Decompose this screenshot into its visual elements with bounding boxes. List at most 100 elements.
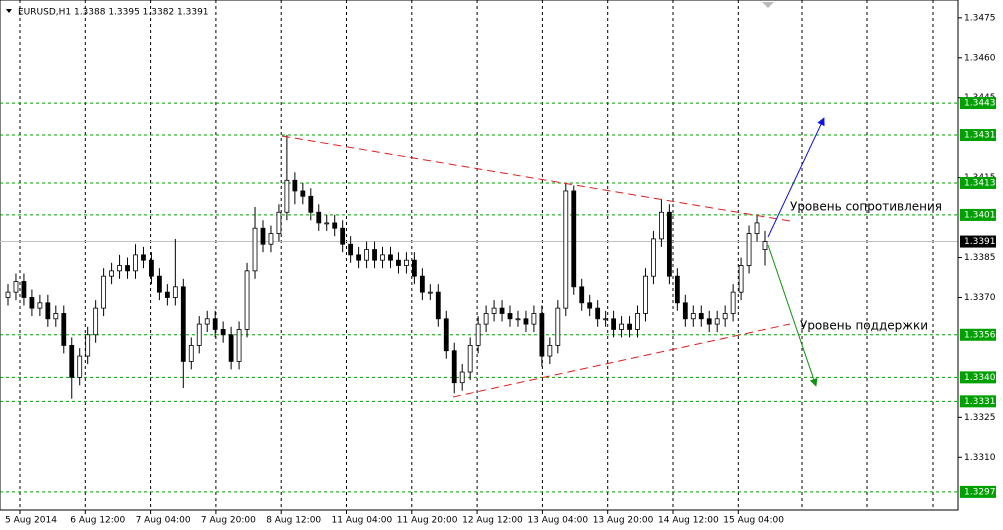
annotation: Уровень сопротивления	[790, 200, 942, 214]
candle-body	[523, 318, 529, 325]
candle-body	[714, 318, 720, 325]
shift-marker	[762, 2, 774, 8]
candle-body	[324, 222, 330, 225]
x-tick-label: 12 Aug 12:00	[462, 516, 523, 526]
y-tick-label: 1.3325	[964, 413, 996, 423]
chart-title: EURUSD,H1 1.3388 1.3395 1.3382 1.3391	[18, 8, 209, 18]
up-arrow	[767, 117, 825, 238]
candle-body	[435, 291, 441, 320]
candle-body	[539, 313, 545, 357]
candle-body	[483, 313, 489, 325]
candle-body	[746, 233, 752, 266]
y-tick-label: 1.3385	[964, 253, 996, 263]
candle-body	[308, 195, 314, 213]
candle-body	[5, 291, 11, 298]
level-label-box	[960, 129, 996, 142]
candle-body	[555, 307, 561, 346]
candle-body	[356, 254, 362, 261]
candle-body	[491, 307, 497, 314]
candle-body	[380, 254, 385, 261]
candle-body	[204, 318, 210, 325]
candle-body	[643, 275, 648, 314]
candle-body	[29, 297, 35, 309]
candle-body	[284, 179, 290, 213]
menu-icon	[6, 9, 12, 13]
candle-body	[451, 350, 457, 384]
x-tick-label: 7 Aug 20:00	[201, 516, 256, 526]
candle-body	[364, 249, 369, 261]
candle-body	[316, 211, 322, 224]
candle-body	[563, 190, 569, 309]
level-label-box	[960, 395, 996, 408]
candle-body	[125, 265, 130, 272]
candle-body	[180, 286, 186, 362]
level-label: 1.3443	[964, 99, 996, 109]
candle-body	[69, 345, 75, 378]
level-label-box	[960, 97, 996, 110]
plot-area	[0, 0, 959, 511]
candle-body	[85, 334, 91, 357]
candle-body	[13, 281, 19, 293]
candle-body	[666, 211, 672, 277]
candle-body	[404, 259, 409, 266]
candle-body	[45, 302, 51, 320]
candle-body	[188, 345, 194, 362]
level-label: 1.3401	[964, 210, 996, 220]
candle-body	[579, 286, 585, 304]
candle-body	[427, 291, 433, 294]
candle-body	[300, 190, 306, 197]
annotation: Уровень поддержки	[800, 319, 928, 333]
y-tick-label: 1.3310	[964, 453, 996, 463]
candle-body	[37, 302, 43, 309]
candle-body	[651, 238, 656, 277]
level-label-box	[960, 208, 996, 221]
level-label-box	[960, 328, 996, 341]
candle-body	[212, 318, 218, 330]
candle-body	[21, 281, 27, 298]
candle-body	[619, 323, 624, 330]
candle-body	[228, 334, 234, 362]
candle-body	[77, 355, 83, 378]
candle-body	[738, 265, 744, 293]
candle-body	[595, 307, 601, 320]
candle-body	[467, 345, 473, 373]
candle-body	[292, 179, 298, 192]
x-tick-label: 5 Aug 2014	[5, 516, 57, 526]
candle-body	[499, 307, 505, 314]
candle-body	[531, 313, 537, 325]
candle-body	[340, 227, 346, 245]
support-line	[452, 323, 791, 398]
x-tick-label: 13 Aug 20:00	[593, 516, 654, 526]
level-label: 1.3431	[964, 131, 996, 141]
candle-body	[659, 211, 664, 240]
candle-body	[388, 254, 393, 261]
down-arrow	[767, 244, 818, 387]
x-tick-label: 14 Aug 12:00	[658, 516, 719, 526]
candle-body	[244, 270, 250, 330]
x-tick-label: 7 Aug 04:00	[136, 516, 191, 526]
resistance-line	[281, 135, 791, 222]
candle-body	[133, 254, 138, 272]
x-tick-label: 6 Aug 12:00	[70, 516, 125, 526]
level-label-box	[960, 371, 996, 384]
current-price-box	[960, 235, 996, 248]
candle-body	[164, 291, 170, 298]
candle-body	[690, 313, 696, 320]
candle-body	[475, 323, 481, 346]
candle-body	[149, 259, 154, 277]
candle-body	[61, 313, 67, 346]
x-tick-label: 11 Aug 20:00	[397, 516, 458, 526]
candle-body	[507, 313, 513, 320]
level-label: 1.3297	[964, 487, 996, 497]
candle-body	[443, 318, 449, 352]
candle-body	[220, 329, 226, 336]
candle-body	[172, 286, 178, 298]
x-tick-label: 15 Aug 04:00	[723, 516, 784, 526]
candle-body	[268, 233, 274, 245]
candle-body	[587, 302, 593, 309]
candle-body	[156, 275, 162, 293]
candle-body	[547, 345, 553, 357]
candle-body	[515, 318, 521, 321]
candle-body	[611, 318, 616, 330]
